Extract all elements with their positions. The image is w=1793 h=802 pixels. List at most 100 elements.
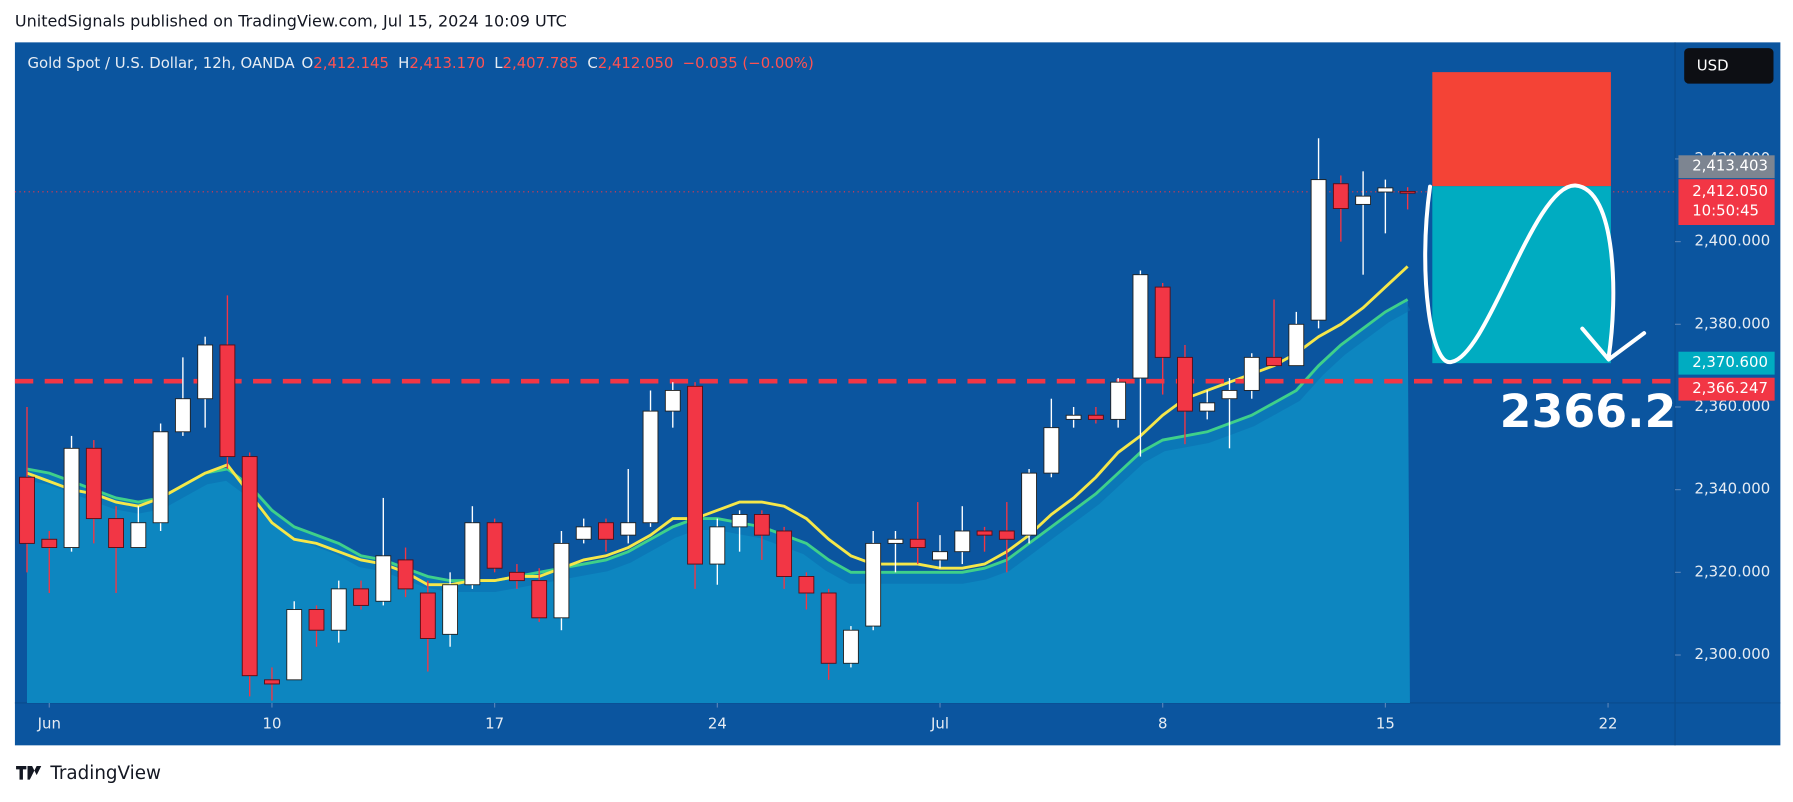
v: 2,413.170 [409, 54, 485, 72]
v: 2,412.145 [313, 54, 389, 72]
candle-body [642, 410, 659, 524]
y-tick-label: 2,360.000 [1695, 397, 1771, 415]
x-tick-label: Jul [930, 715, 949, 733]
logo [16, 765, 42, 780]
candle-body [932, 551, 948, 561]
candle-body [1332, 183, 1349, 210]
candle-body [1310, 179, 1327, 321]
candle-body [664, 389, 681, 412]
candle-body [731, 514, 748, 528]
candle-body [865, 542, 882, 627]
k: O [302, 54, 314, 72]
x-tick-label: 8 [1158, 715, 1167, 733]
price-tag [1678, 155, 1775, 179]
symbol-legend: Gold Spot / U.S. Dollar, 12h, OANDA O2,41… [28, 54, 814, 72]
candle-body [553, 542, 570, 619]
y-tick-label: 2,300.000 [1695, 645, 1771, 663]
candle-body [776, 530, 793, 577]
candle-body [887, 538, 904, 544]
last-price-tag [1678, 179, 1775, 226]
countdown: 10:50:45 [1692, 201, 1759, 219]
candle-body [286, 609, 303, 681]
y-tick-label: 2,340.000 [1695, 480, 1771, 498]
candle-body [353, 588, 369, 606]
candle-body [509, 571, 525, 582]
k: C [587, 54, 597, 72]
candle-body [308, 609, 325, 631]
price-tag [1678, 351, 1775, 375]
price-tag [1678, 377, 1775, 401]
candle-body [1288, 323, 1305, 367]
x-tick-label: 24 [708, 715, 727, 733]
currency-button[interactable] [1684, 48, 1774, 84]
price-tag-label: 2,413.403 [1692, 157, 1768, 175]
candle-body [464, 522, 481, 586]
candle-body [241, 456, 258, 677]
candle-body [108, 518, 124, 548]
candle-body [1021, 472, 1037, 536]
v: 2,412.050 [598, 54, 674, 72]
candle-body [998, 530, 1015, 540]
candle-body [375, 555, 392, 602]
candle-body [798, 576, 815, 594]
v: 2,407.785 [503, 54, 579, 72]
drawn-arrow [1423, 183, 1647, 364]
candle-body [397, 559, 414, 590]
publisher-line: UnitedSignals published on TradingView.c… [15, 11, 567, 30]
price-tag-label: 2,370.600 [1692, 353, 1768, 371]
candle-body [63, 447, 80, 548]
candle-body [219, 344, 236, 458]
candle-body [130, 522, 147, 548]
candle-body [41, 538, 58, 548]
candle-body [1243, 356, 1260, 391]
candle-body [419, 592, 436, 639]
x-tick-label: 10 [262, 715, 281, 733]
candle-body [575, 526, 592, 540]
candle-body [620, 522, 637, 536]
brand: TradingView [49, 763, 161, 784]
stop-zone [1432, 72, 1611, 187]
currency[interactable]: USD [1697, 56, 1729, 74]
x-tick-label: 15 [1376, 715, 1395, 733]
candle-body [442, 584, 459, 635]
candle-body [1043, 427, 1060, 474]
candle-body [1399, 190, 1416, 194]
candle-body [1266, 356, 1282, 367]
last-price-label: 2,412.050 [1692, 182, 1768, 200]
candle-body [1221, 389, 1238, 400]
change: −0.035 (−0.00%) [683, 54, 814, 72]
candle-body [1154, 286, 1171, 358]
x-tick-label: Jun [37, 715, 61, 733]
candle-body [152, 431, 169, 524]
candle-body [598, 522, 614, 540]
candle-body [954, 530, 971, 553]
candle-body [1065, 414, 1082, 420]
y-tick-label: 2,380.000 [1695, 314, 1771, 332]
candle-body [1199, 402, 1216, 412]
candle-body [264, 679, 280, 685]
candle-body [197, 344, 214, 400]
target-zone [1432, 186, 1611, 364]
y-tick-label: 2,400.000 [1695, 232, 1771, 250]
candle-body [843, 629, 859, 664]
candle-body [909, 538, 926, 548]
candle-body [1132, 274, 1149, 379]
candle-body [531, 580, 548, 619]
candle-body [85, 447, 102, 520]
candle-body [1355, 195, 1372, 205]
candle-body [1177, 356, 1193, 412]
candle-body [174, 398, 191, 433]
candle-body [820, 592, 837, 664]
x-tick-label: 17 [485, 715, 504, 733]
candle-body [753, 514, 770, 536]
candle-body [330, 588, 347, 631]
x-tick-label: 22 [1599, 715, 1618, 733]
candle-body [1110, 381, 1127, 420]
candle-body [976, 530, 993, 536]
candle-body [486, 522, 503, 569]
candle-body [19, 476, 35, 544]
y-tick-label: 2,320.000 [1695, 562, 1771, 580]
price-tag-label: 2,366.247 [1692, 379, 1768, 397]
